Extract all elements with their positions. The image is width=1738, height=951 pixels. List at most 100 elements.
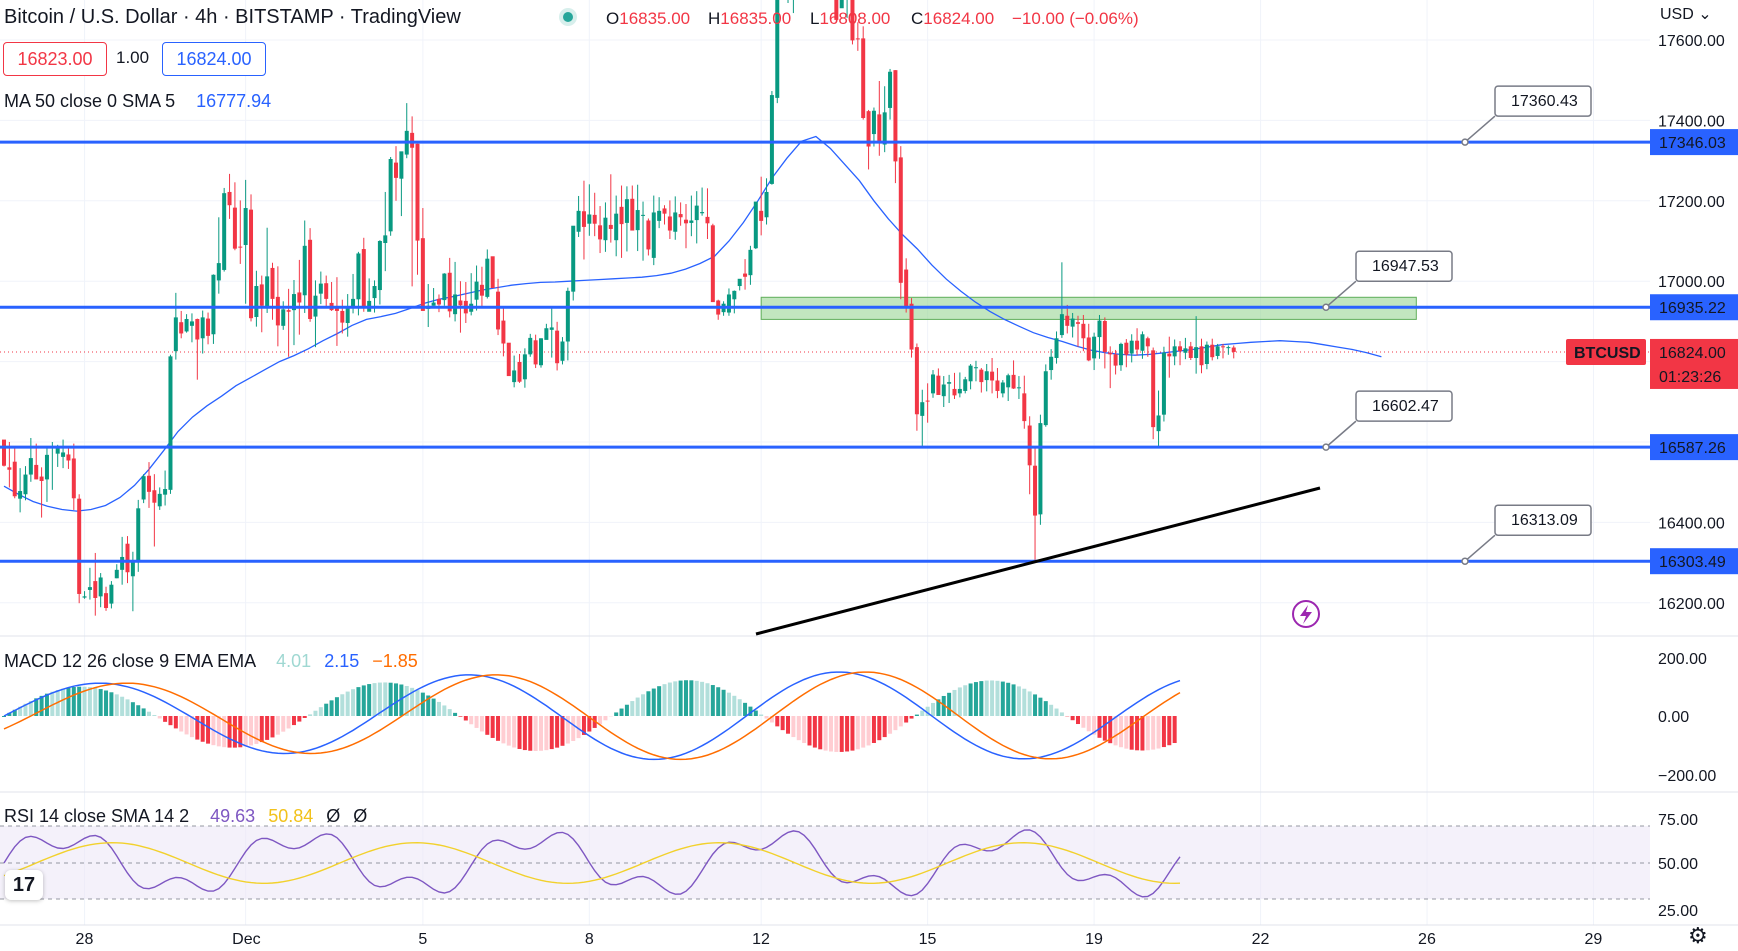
macd-histogram-bar — [61, 688, 66, 716]
macd-histogram-bar — [630, 701, 635, 716]
macd-histogram-bar — [737, 699, 742, 716]
callout-label: 16602.47 — [1372, 398, 1439, 415]
macd-histogram-bar — [281, 716, 286, 732]
price-axis-tag — [1650, 338, 1738, 389]
x-tick-label: Dec — [232, 931, 260, 948]
sell-price-button[interactable]: 16823.00 — [3, 42, 107, 76]
y-tick-label: 17200.00 — [1658, 194, 1725, 211]
tradingview-logo[interactable]: 17 — [5, 870, 43, 900]
macd-histogram-bar — [855, 716, 860, 750]
candle-up — [265, 276, 270, 308]
candle-up — [141, 476, 146, 500]
macd-histogram-bar — [173, 716, 178, 729]
macd-histogram-bar — [571, 716, 576, 741]
macd-histogram-bar — [786, 716, 791, 734]
candle-down — [1220, 346, 1225, 348]
callout-leader — [1464, 534, 1496, 562]
buy-price-button[interactable]: 16824.00 — [162, 42, 266, 76]
candle-down — [850, 0, 855, 41]
candle-down — [517, 362, 522, 382]
candle-up — [1140, 334, 1145, 351]
macd-histogram-bar — [361, 685, 366, 716]
macd-histogram-bar — [931, 702, 936, 716]
macd-histogram-bar — [941, 695, 946, 716]
currency-label: USD — [1660, 6, 1694, 23]
ma-indicator-title: MA 50 close 0 SMA 5 — [4, 91, 176, 111]
macd-histogram-bar — [1156, 716, 1161, 749]
macd-histogram-bar — [7, 712, 12, 716]
candle-down — [324, 283, 329, 299]
candle-down — [447, 272, 452, 312]
macd-histogram-bar — [259, 716, 264, 743]
macd-histogram-bar — [372, 683, 377, 716]
candle-up — [641, 214, 646, 216]
macd-histogram-bar — [447, 709, 452, 716]
macd-histogram-bar — [334, 697, 339, 716]
macd-histogram-bar — [1033, 694, 1038, 716]
candle-up — [157, 493, 162, 507]
macd-histogram-bar — [909, 716, 914, 719]
gear-icon[interactable]: ⚙ — [1688, 923, 1708, 948]
candle-up — [356, 253, 361, 300]
y-tick-label: 17400.00 — [1658, 113, 1725, 130]
callout-label: 16947.53 — [1372, 258, 1439, 275]
candle-up — [732, 290, 737, 300]
ma-indicator-label[interactable]: MA 50 close 0 SMA 5 16777.94 — [4, 91, 271, 112]
macd-histogram-bar — [882, 716, 887, 738]
candle-down — [1027, 425, 1032, 466]
x-tick-label: 8 — [585, 931, 594, 948]
currency-selector[interactable]: USD ⌄ — [1660, 4, 1712, 24]
candle-up — [1118, 343, 1123, 366]
level-axis-tag — [1650, 294, 1738, 321]
macd-histogram-bar — [539, 716, 543, 751]
macd-histogram-bar — [1043, 701, 1048, 716]
candle-up — [963, 379, 968, 391]
macd-indicator-label[interactable]: MACD 12 26 close 9 EMA EMA 4.01 2.15 −1.… — [4, 651, 418, 672]
macd-histogram-bar — [888, 716, 893, 734]
macd-histogram-bar — [802, 716, 807, 743]
candle-down — [496, 291, 501, 330]
macd-histogram-bar — [657, 686, 662, 716]
macd-histogram-bar — [206, 716, 211, 744]
candle-down — [1167, 353, 1172, 357]
rsi-indicator-label[interactable]: RSI 14 close SMA 14 2 49.63 50.84 Ø Ø — [4, 806, 367, 827]
candle-down — [705, 216, 710, 224]
macd-histogram-bar — [845, 716, 850, 752]
candle-up — [1000, 382, 1005, 394]
candle-down — [93, 581, 98, 598]
macd-histogram-bar — [1129, 716, 1134, 750]
candle-down — [898, 157, 903, 283]
rsi-na-2: Ø — [353, 806, 368, 826]
candle-up — [82, 596, 87, 598]
candle-up — [920, 402, 925, 416]
candle-up — [603, 217, 608, 241]
macd-histogram-bar — [388, 682, 393, 716]
macd-histogram-bar — [1022, 688, 1027, 716]
candle-up — [372, 286, 377, 299]
candle-up — [87, 587, 92, 590]
macd-histogram-bar — [356, 687, 361, 716]
macd-histogram-bar — [678, 680, 683, 716]
candle-down — [667, 216, 672, 231]
candle-up — [1194, 347, 1199, 358]
macd-histogram-bar — [291, 716, 296, 726]
rsi-ma-value: 50.84 — [268, 806, 314, 826]
macd-histogram-bar — [1016, 686, 1021, 716]
candle-up — [243, 208, 248, 246]
macd-histogram-bar — [866, 716, 871, 746]
macd-histogram-bar — [87, 687, 92, 716]
candle-down — [533, 340, 538, 365]
macd-histogram-bar — [431, 698, 436, 716]
macd-histogram-bar — [324, 703, 329, 716]
macd-histogram-bar — [925, 706, 930, 716]
macd-histogram-bar — [689, 680, 694, 716]
macd-histogram-bar — [979, 681, 984, 716]
macd-histogram-bar — [479, 716, 484, 732]
macd-histogram-bar — [1086, 716, 1091, 732]
candle-down — [598, 225, 603, 240]
macd-histogram-bar — [130, 702, 135, 716]
candle-up — [775, 0, 780, 98]
macd-histogram-bar — [936, 699, 941, 716]
macd-histogram-bar — [920, 710, 925, 716]
